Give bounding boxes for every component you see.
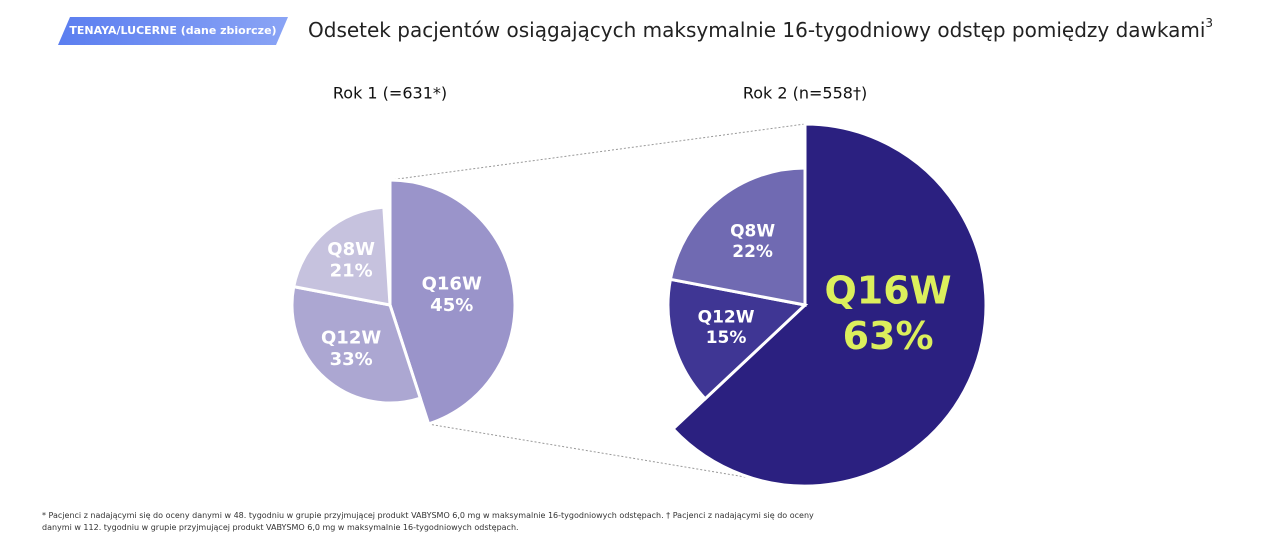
pie-slice — [290, 284, 423, 405]
slice-value: 15% — [706, 328, 747, 348]
title-text: Odsetek pacjentów osiągających maksymaln… — [308, 18, 1205, 42]
pie-slice — [668, 166, 807, 307]
slice-category: Q12W — [698, 308, 755, 328]
pie-slice — [666, 277, 809, 401]
badge: TENAYA/LUCERNE (dane zbiorcze) — [69, 24, 276, 37]
slice-category: Q8W — [730, 221, 775, 241]
title-ref: 3 — [1205, 16, 1213, 30]
pie-title: Rok 2 (n=558†) — [743, 84, 867, 103]
slice-category: Q12W — [321, 327, 381, 348]
pie-slice — [670, 122, 988, 488]
footnote: * Pacjenci z nadającymi się do oceny dan… — [42, 511, 814, 532]
slice-value: 63% — [843, 314, 934, 358]
badge-bg — [58, 17, 288, 45]
slice-value: 21% — [330, 261, 373, 282]
title: Odsetek pacjentów osiągających maksymaln… — [308, 16, 1213, 42]
slice-category: Q16W — [825, 269, 952, 313]
slice-category: Q8W — [327, 239, 375, 260]
slice-category: Q16W — [422, 273, 482, 294]
pie-slice — [291, 205, 392, 307]
slice-value: 22% — [732, 242, 773, 262]
connector — [389, 123, 806, 181]
pie-slice — [388, 178, 517, 426]
slice-value: 45% — [430, 295, 473, 316]
slice-value: 33% — [330, 349, 373, 370]
pie-title: Rok 1 (=631*) — [333, 84, 447, 103]
